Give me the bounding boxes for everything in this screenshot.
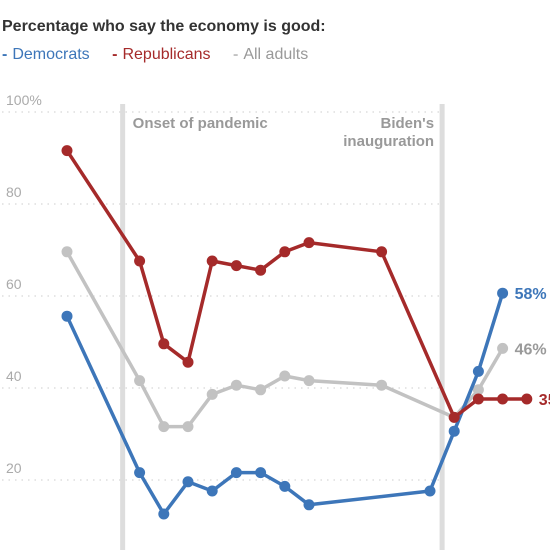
data-point-democrats xyxy=(303,499,315,511)
legend-item-all-adults: - All adults xyxy=(233,46,308,63)
data-point-democrats xyxy=(61,310,73,322)
data-point-republicans xyxy=(206,255,218,267)
data-point-all-adults xyxy=(497,342,509,354)
data-point-all-adults xyxy=(182,421,194,433)
data-point-republicans xyxy=(497,393,509,405)
data-point-republicans xyxy=(376,246,388,258)
data-point-republicans xyxy=(303,237,315,249)
legend-item-republicans: - Republicans xyxy=(112,46,215,63)
data-point-republicans xyxy=(472,393,484,405)
data-point-all-adults xyxy=(376,379,388,391)
data-point-republicans xyxy=(521,393,533,405)
data-point-democrats xyxy=(472,365,484,377)
data-point-republicans xyxy=(134,255,146,267)
data-point-all-adults xyxy=(134,375,146,387)
annotation-pandemic: Onset of pandemic xyxy=(133,115,268,132)
data-point-democrats xyxy=(230,467,242,479)
chart-title: Percentage who say the economy is good: xyxy=(2,18,326,35)
data-point-all-adults xyxy=(230,379,242,391)
data-point-republicans xyxy=(255,264,267,276)
data-point-republicans xyxy=(448,411,460,423)
annotation-inauguration: Biden's xyxy=(381,115,435,132)
legend-label-all-adults: All adults xyxy=(243,46,309,63)
data-point-all-adults xyxy=(279,370,291,382)
data-point-republicans xyxy=(182,356,194,368)
y-tick-label: 80 xyxy=(6,184,22,200)
y-tick-label: 100% xyxy=(6,92,42,108)
legend-item-democrats: - Democrats xyxy=(2,46,94,63)
data-point-republicans xyxy=(158,338,170,350)
legend-swatch-democrats: - xyxy=(2,46,8,63)
data-point-democrats xyxy=(255,467,267,479)
end-label-republicans: 35% xyxy=(539,392,550,409)
data-point-democrats xyxy=(424,485,436,497)
data-point-democrats xyxy=(206,485,218,497)
end-label-all-adults: 46% xyxy=(515,341,547,358)
data-point-democrats xyxy=(182,476,194,488)
series-line-democrats xyxy=(65,291,505,516)
series-line-all-adults xyxy=(65,250,505,429)
data-point-republicans xyxy=(230,260,242,272)
y-tick-label: 60 xyxy=(6,276,22,292)
annotation-inauguration: inauguration xyxy=(343,133,434,150)
data-point-republicans xyxy=(279,246,291,258)
y-tick-label: 40 xyxy=(6,368,22,384)
data-point-all-adults xyxy=(303,375,315,387)
data-point-all-adults xyxy=(61,246,73,258)
data-point-republicans xyxy=(61,145,73,157)
data-point-democrats xyxy=(448,425,460,437)
data-point-all-adults xyxy=(158,421,170,433)
data-point-democrats xyxy=(158,508,170,520)
data-point-democrats xyxy=(134,467,146,479)
data-point-all-adults xyxy=(472,384,484,396)
legend-swatch-republicans: - xyxy=(112,46,118,63)
legend-label-republicans: Republicans xyxy=(122,46,211,63)
data-point-democrats xyxy=(279,480,291,492)
data-point-all-adults xyxy=(206,388,218,400)
legend-label-democrats: Democrats xyxy=(12,46,90,63)
chart-legend: - Democrats - Republicans - All adults xyxy=(2,46,326,64)
data-point-democrats xyxy=(497,287,509,299)
legend-swatch-all-adults: - xyxy=(232,46,239,63)
y-tick-label: 20 xyxy=(6,460,22,476)
end-label-democrats: 58% xyxy=(515,286,547,303)
data-point-all-adults xyxy=(255,384,267,396)
